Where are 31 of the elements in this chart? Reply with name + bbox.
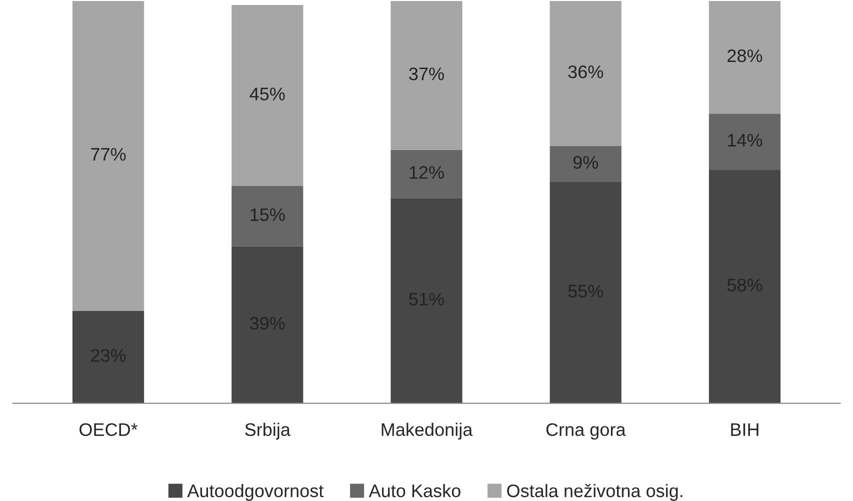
x-tick-label: Crna gora [546, 423, 626, 440]
bar [72, 310, 144, 404]
x-tick-label: OECD* [80, 423, 138, 436]
x-tick-label: Makedonija [382, 422, 473, 440]
data-label: 37% [409, 67, 444, 80]
bar [232, 246, 304, 404]
bar [390, 150, 462, 198]
bar [708, 114, 781, 170]
bar [390, 1, 462, 150]
bar [708, 1, 781, 114]
x-tick-label: Srbija [245, 422, 290, 440]
data-label: 28% [728, 49, 762, 62]
data-label: 36% [568, 65, 604, 78]
data-label: 12% [410, 166, 444, 179]
data-label: 14% [728, 134, 762, 147]
legend-label: Auto Kasko [368, 484, 460, 498]
x-tick-label: BIH [731, 423, 758, 436]
data-label: 9% [573, 156, 598, 169]
data-label: 77% [91, 148, 126, 161]
bar [550, 1, 622, 146]
legend-label: Ostala neživotna osig. [507, 484, 682, 501]
bar [550, 182, 622, 404]
bar [550, 146, 622, 182]
bar [232, 5, 304, 186]
data-label: 15% [250, 208, 285, 222]
bar [708, 170, 781, 404]
data-label: 45% [250, 88, 285, 100]
bar [72, 1, 144, 311]
legend-label: Autoodgovornost [187, 484, 324, 501]
bar [390, 198, 462, 404]
bar [232, 186, 304, 246]
